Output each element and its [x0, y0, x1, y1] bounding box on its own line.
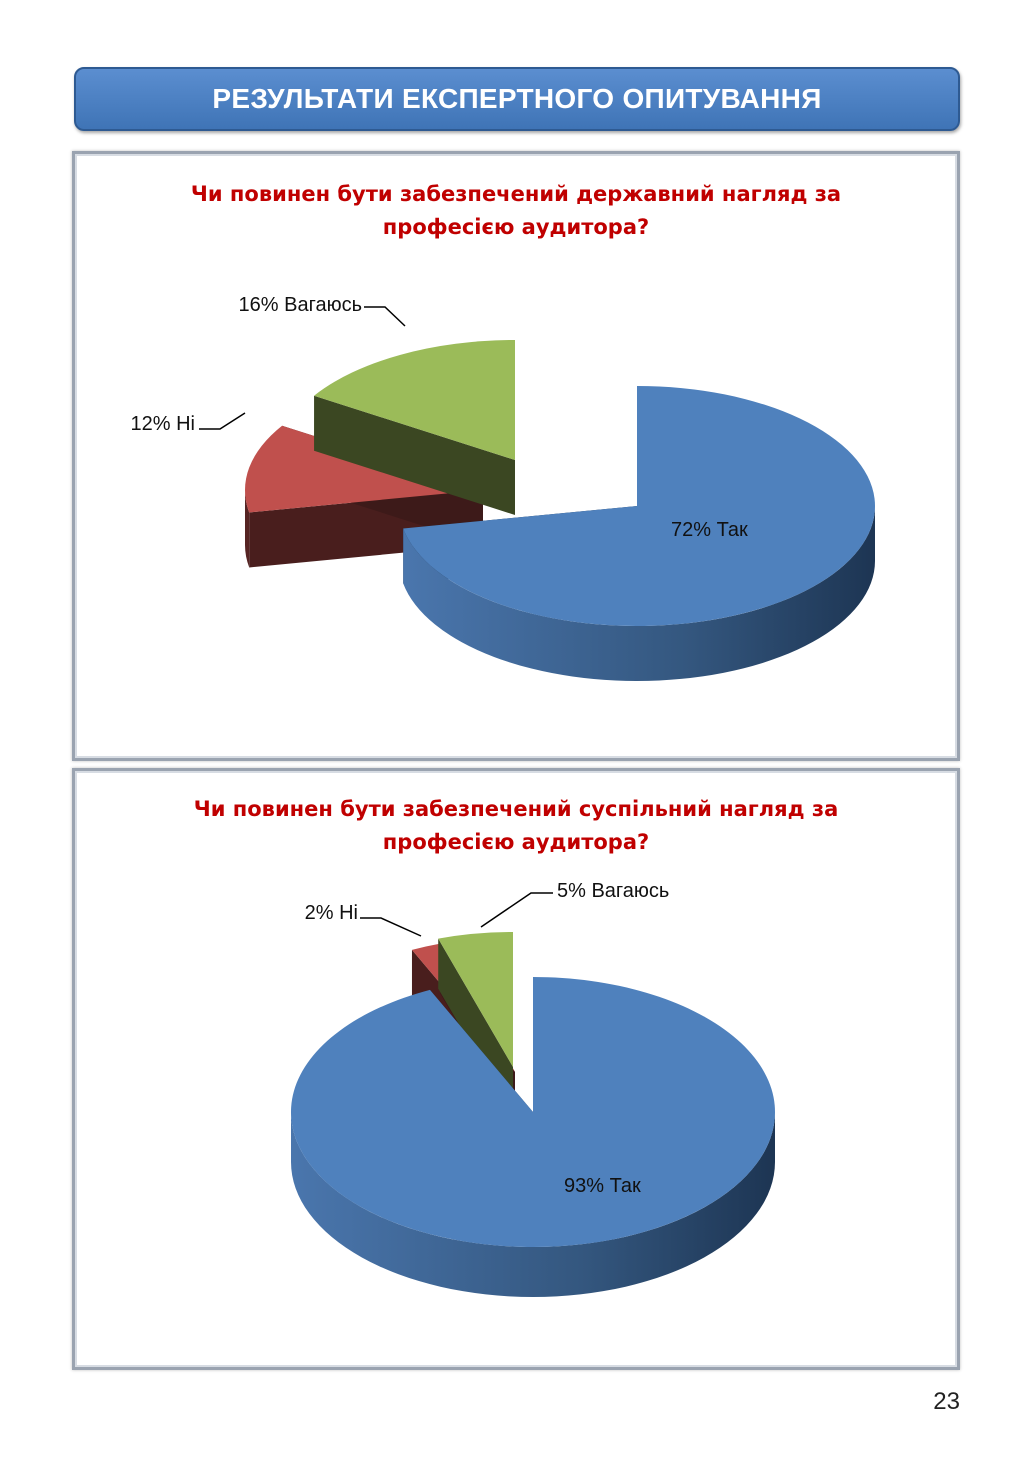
data-label-так: 72% Так [671, 519, 748, 541]
chart-panel-state-supervision: Чи повинен бути забезпечений державний н… [72, 151, 960, 761]
page-number: 23 [933, 1388, 960, 1415]
leader-line [364, 306, 406, 327]
pie-slice-вагаюсь [314, 340, 515, 515]
chart-panel-public-supervision: Чи повинен бути забезпечений суспільний … [72, 768, 960, 1370]
leader-line [480, 892, 553, 928]
data-label-вагаюсь: 16% Вагаюсь [239, 294, 362, 316]
page-title: РЕЗУЛЬТАТИ ЕКСПЕРТНОГО ОПИТУВАННЯ [212, 83, 822, 114]
pie-chart-public-supervision: Чи повинен бути забезпечений суспільний … [194, 797, 839, 1297]
leader-line [199, 412, 246, 430]
page-title-banner: РЕЗУЛЬТАТИ ЕКСПЕРТНОГО ОПИТУВАННЯ [74, 67, 960, 131]
slice-rim [403, 506, 876, 682]
slice-top [403, 386, 875, 626]
slice-top [245, 425, 483, 513]
pie-slice-так [290, 977, 775, 1297]
slice-rim [291, 1112, 775, 1297]
data-label-вагаюсь: 5% Вагаюсь [557, 880, 669, 902]
slice-rim [245, 490, 250, 568]
data-label-ні: 2% Ні [305, 902, 358, 924]
slice-top [438, 932, 513, 1067]
pie-slice-так [403, 386, 876, 682]
chart-title-line-2: професією аудитора? [383, 215, 649, 239]
leader-line [360, 917, 422, 937]
slice-top [314, 340, 515, 460]
data-label-так: 93% Так [564, 1175, 641, 1197]
chart-title-line-1: Чи повинен бути забезпечений суспільний … [194, 797, 839, 821]
chart-title-line-1: Чи повинен бути забезпечений державний н… [191, 182, 841, 206]
pie-chart-state-supervision: Чи повинен бути забезпечений державний н… [131, 182, 876, 682]
data-label-ні: 12% Ні [131, 413, 195, 435]
slice-wall [314, 395, 515, 515]
slice-top [290, 977, 775, 1247]
chart-title-line-2: професією аудитора? [383, 830, 649, 854]
